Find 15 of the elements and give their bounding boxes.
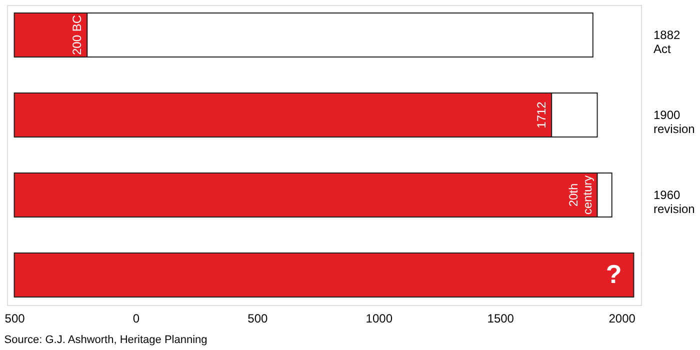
x-tick-label: 1500 xyxy=(487,312,514,326)
y-tick-label: 1960 revision xyxy=(654,188,695,216)
x-tick-label: 0 xyxy=(132,312,140,326)
x-tick-label: 1000 xyxy=(366,312,393,326)
y-tick-label: 1900 revision xyxy=(654,108,695,136)
annotation: 200 BC xyxy=(70,14,84,56)
y-tick-label: 1882 Act xyxy=(654,28,681,56)
data-label: ? xyxy=(606,259,622,289)
bar xyxy=(14,252,634,298)
source-note: Source: G.J. Ashworth, Heritage Planning xyxy=(4,334,208,346)
annotation: 20th century xyxy=(566,175,594,215)
x-tick-label: 500 xyxy=(248,312,268,326)
x-tick-label: 500 xyxy=(4,312,26,326)
annotation: 1712 xyxy=(534,101,549,128)
x-tick-label: 2000 xyxy=(608,312,636,326)
